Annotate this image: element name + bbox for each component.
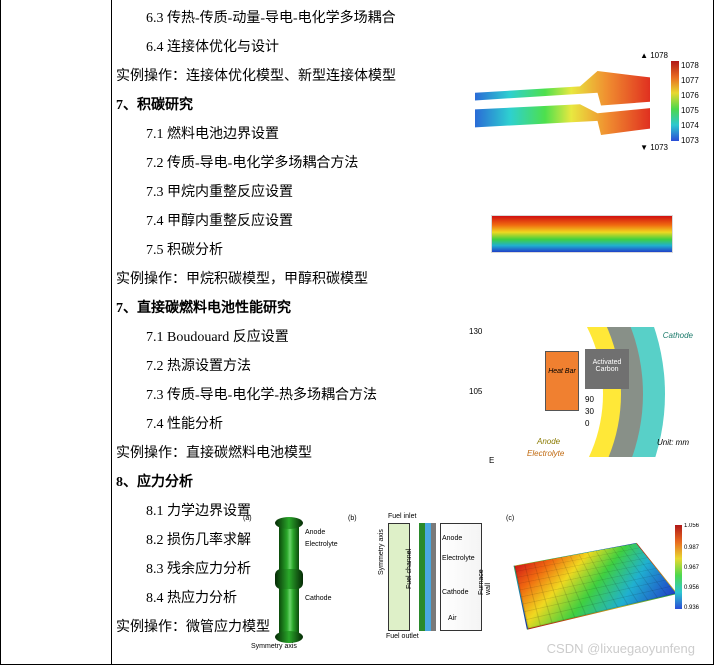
label-b-furnace: Furnace wall (478, 569, 492, 595)
panel-c: (c) 1.056 0.987 0.967 0.956 0.936 (506, 515, 696, 645)
colorbar-tick: 1073 (681, 136, 703, 145)
heading-7b: 7、直接碳燃料电池性能研究 (116, 295, 705, 323)
layer-cathode-icon (431, 523, 436, 631)
panel-c-colorbar-tick: 1.056 (684, 523, 696, 529)
label-electrolyte: Electrolyte (527, 449, 564, 458)
panel-c-tag: (c) (506, 515, 514, 522)
heat-bar-block: Heat Bar (545, 351, 579, 411)
heatmap-solid-icon (475, 71, 650, 135)
axis-y-105: 105 (469, 387, 482, 396)
panel-c-colorbar-icon (675, 525, 682, 609)
label-b-fuelout: Fuel outlet (386, 633, 419, 640)
axis-y-130: 130 (469, 327, 482, 336)
axis-tick-90: 90 (585, 395, 594, 404)
colorbar-tick: 1078 (681, 61, 703, 70)
colorbar-tick: 1074 (681, 121, 703, 130)
colorbar-icon (671, 61, 679, 141)
label-b-fuelch: Fuel channel (406, 549, 413, 589)
label-b-symaxis: Symmetry axis (378, 529, 385, 575)
label-e: E (489, 456, 494, 465)
label-b-air: Air (448, 615, 457, 622)
figure-stress-panels: (a) Anode Electrolyte Cathode Symmetry a… (118, 515, 703, 655)
item-7-3: 7.3 甲烷内重整反应设置 (116, 179, 705, 207)
panel-c-colorbar-tick: 0.936 (684, 605, 696, 611)
page-frame: 6.3 传热-传质-动量-导电-电化学多场耦合 6.4 连接体优化与设计 实例操… (0, 0, 714, 665)
label-anode: Anode (537, 437, 560, 446)
label-b-fuelin: Fuel inlet (388, 513, 416, 520)
figure-rainbow-bar (491, 215, 673, 253)
content-column: 6.3 传热-传质-动量-导电-电化学多场耦合 6.4 连接体优化与设计 实例操… (116, 5, 713, 642)
axis-tick-30: 30 (585, 407, 594, 416)
label-a-anode: Anode (305, 529, 325, 536)
panel-b: (b) Fuel inlet Fuel outlet Anode Electro… (348, 515, 498, 645)
colorbar-bottom-label: ▼ 1073 (640, 143, 668, 152)
panel-c-colorbar-tick: 0.967 (684, 565, 696, 571)
label-unit: Unit: mm (657, 438, 689, 447)
label-b-electrolyte: Electrolyte (442, 555, 475, 562)
label-a-cathode: Cathode (305, 595, 331, 602)
colorbar-tick: 1077 (681, 76, 703, 85)
panel-c-colorbar-tick: 0.987 (684, 545, 696, 551)
heading-8: 8、应力分析 (116, 469, 705, 497)
colorbar-tick: 1076 (681, 91, 703, 100)
rainbow-gradient-icon (492, 216, 672, 252)
panel-a-tag: (a) (243, 515, 252, 522)
colorbar-top-label: ▲ 1078 (640, 51, 668, 60)
panel-a: (a) Anode Electrolyte Cathode Symmetry a… (243, 515, 333, 645)
surface-plot-icon (514, 543, 678, 630)
label-b-anode: Anode (442, 535, 462, 542)
axis-tick-0: 0 (585, 419, 589, 428)
label-cathode: Cathode (663, 331, 693, 340)
panel-b-tag: (b) (348, 515, 357, 522)
figure-arc-schematic: Heat Bar Activated Carbon Cathode Anode … (465, 325, 695, 465)
practice-7a: 实例操作：甲烷积碳模型，甲醇积碳模型 (116, 266, 705, 294)
column-divider (111, 0, 112, 664)
label-a-symaxis: Symmetry axis (251, 643, 297, 650)
label-a-electrolyte: Electrolyte (305, 541, 338, 548)
panel-c-colorbar-tick: 0.956 (684, 585, 696, 591)
colorbar-tick: 1075 (681, 106, 703, 115)
carbon-block: Activated Carbon (585, 349, 629, 389)
tube-icon (279, 521, 299, 639)
figure-heatmap-3d: ▲ 1078 ▼ 1073 1078 1077 1076 1075 1074 1073 (475, 53, 703, 153)
item-7-2: 7.2 传质-导电-电化学多场耦合方法 (116, 150, 705, 178)
item-6-3: 6.3 传热-传质-动量-导电-电化学多场耦合 (116, 5, 705, 33)
label-b-cathode: Cathode (442, 589, 468, 596)
